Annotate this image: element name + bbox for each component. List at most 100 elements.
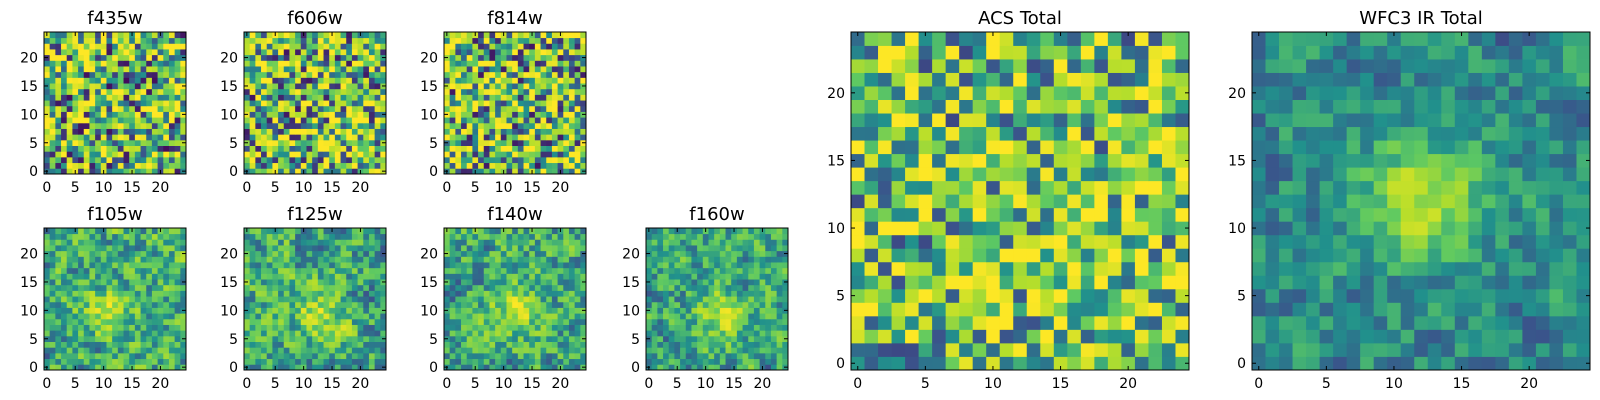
heatmap-cell — [691, 245, 698, 252]
heatmap-cell — [163, 233, 170, 240]
heatmap-cell — [61, 245, 68, 252]
heatmap-cell — [261, 145, 268, 152]
heatmap-cell — [489, 111, 496, 118]
heatmap-cell — [1121, 221, 1136, 236]
heatmap-cell — [78, 168, 85, 175]
heatmap-cell — [551, 122, 558, 129]
heatmap-cell — [112, 256, 119, 263]
heatmap-cell — [323, 43, 330, 50]
heatmap-cell — [563, 88, 570, 95]
heatmap-cell — [134, 324, 141, 331]
heatmap-cell — [380, 156, 387, 164]
heatmap-cell — [455, 66, 462, 73]
heatmap-cell — [78, 128, 85, 135]
heatmap-cell — [106, 245, 113, 252]
heatmap-cell — [668, 335, 675, 342]
heatmap-cell — [368, 66, 376, 73]
heatmap-cell — [106, 54, 113, 61]
heatmap-cell — [357, 83, 364, 90]
heatmap-cell — [163, 228, 170, 235]
heatmap-cell — [483, 347, 490, 354]
heatmap-cell — [140, 77, 147, 84]
heatmap-cell — [461, 117, 468, 124]
heatmap-cell — [255, 37, 262, 44]
heatmap-cell — [157, 273, 164, 280]
heatmap-cell — [323, 111, 330, 118]
x-tick-label: 20 — [352, 180, 370, 196]
heatmap-cell — [266, 233, 273, 240]
heatmap-cell — [500, 267, 507, 274]
heatmap-cell — [478, 290, 485, 297]
heatmap-cell — [374, 117, 381, 124]
heatmap-cell — [78, 273, 85, 280]
heatmap-cell — [340, 32, 347, 39]
heatmap-cell — [466, 284, 473, 291]
heatmap-cell — [1175, 248, 1190, 263]
heatmap-cell — [312, 307, 319, 314]
heatmap-cell — [523, 83, 530, 90]
heatmap-cell — [174, 49, 181, 56]
heatmap-cell — [444, 151, 451, 158]
heatmap-cell — [72, 341, 79, 348]
heatmap-cell — [657, 341, 664, 348]
heatmap-cell — [312, 156, 319, 164]
heatmap-cell — [444, 105, 451, 112]
heatmap-cell — [266, 324, 273, 331]
heatmap-cell — [306, 43, 313, 50]
heatmap-cell — [483, 307, 490, 314]
heatmap-cell — [95, 94, 102, 101]
heatmap-cell — [168, 32, 176, 39]
heatmap-cell — [106, 330, 113, 337]
heatmap-cell — [266, 111, 273, 118]
heatmap-cell — [714, 358, 721, 365]
heatmap-cell — [697, 267, 704, 274]
heatmap-cell — [334, 256, 341, 263]
heatmap-cell — [753, 335, 760, 342]
heatmap-cell — [49, 262, 56, 269]
heatmap-cell — [529, 250, 536, 257]
heatmap-cell — [317, 54, 324, 61]
heatmap-cell — [444, 256, 451, 263]
heatmap-cell — [563, 111, 570, 118]
heatmap-cell — [466, 145, 473, 152]
heatmap-cell — [551, 358, 558, 365]
heatmap-cell — [323, 256, 330, 263]
heatmap-cell — [1040, 194, 1055, 209]
heatmap-cell — [278, 318, 285, 325]
heatmap-cell — [289, 330, 296, 337]
heatmap-cell — [1053, 167, 1068, 182]
heatmap-cell — [180, 43, 187, 50]
heatmap-cell — [500, 139, 507, 146]
heatmap-cell — [770, 335, 778, 342]
heatmap-cell — [495, 49, 502, 56]
heatmap-cell — [100, 301, 107, 308]
heatmap-cell — [478, 151, 485, 158]
heatmap-cell — [685, 245, 692, 252]
heatmap-cell — [278, 267, 285, 274]
heatmap-cell — [283, 168, 290, 175]
heatmap-cell — [1134, 207, 1149, 222]
heatmap-cell — [112, 273, 119, 280]
heatmap-cell — [563, 77, 570, 84]
heatmap-cell — [878, 207, 892, 222]
heatmap-cell — [512, 32, 519, 39]
heatmap-cell — [300, 49, 307, 56]
heatmap-cell — [506, 100, 513, 107]
heatmap-cell — [346, 228, 353, 235]
heatmap-cell — [72, 145, 79, 152]
heatmap-cell — [551, 139, 558, 146]
heatmap-cell — [61, 88, 68, 95]
heatmap-cell — [986, 234, 1001, 249]
heatmap-cell — [323, 284, 330, 291]
heatmap-cell — [351, 228, 358, 235]
heatmap-cell — [697, 290, 704, 297]
heatmap-cell — [736, 233, 743, 240]
heatmap-cell — [244, 341, 251, 348]
heatmap-cell — [483, 37, 490, 44]
heatmap-cell — [455, 273, 462, 280]
heatmap-cell — [506, 347, 513, 354]
heatmap-cell — [1013, 194, 1028, 209]
heatmap-cell — [146, 60, 153, 67]
heatmap-cell — [753, 341, 760, 348]
heatmap-cell — [66, 307, 73, 314]
